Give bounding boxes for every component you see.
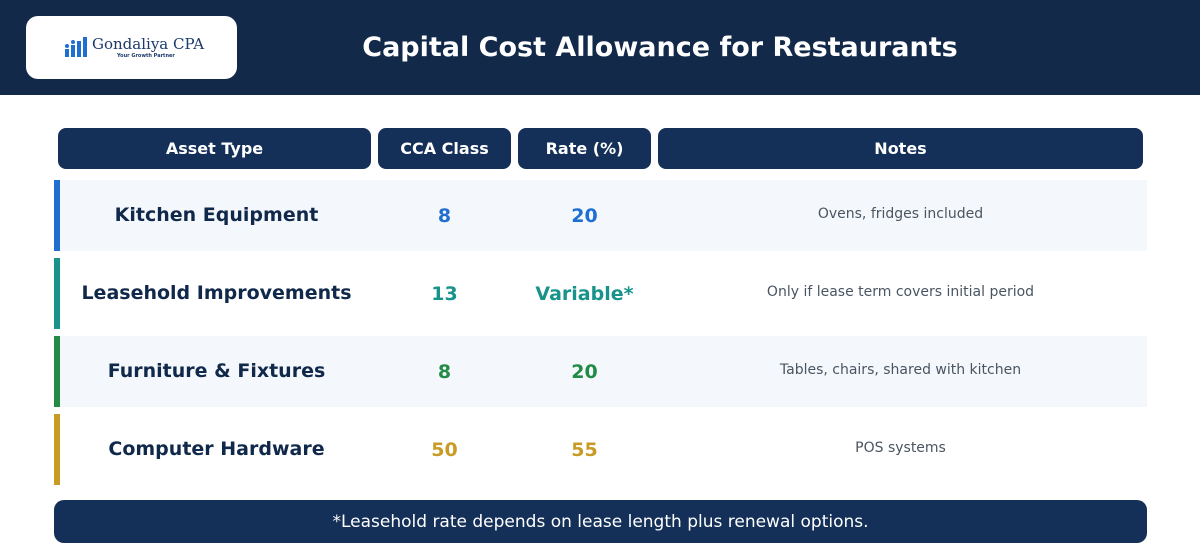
header-banner: Gondaliya CPA Your Growth Partner Capita…: [0, 0, 1200, 95]
notes-cell: Tables, chairs, shared with kitchen: [779, 361, 1022, 378]
row-accent-bar: [54, 336, 60, 407]
table-row-kitchen-equipment: Kitchen Equipment 8 20 Ovens, fridges in…: [54, 180, 1147, 251]
cca-class-cell: 8: [437, 360, 452, 383]
cca-class-cell: 13: [431, 282, 458, 305]
logo-name: Gondaliya CPA: [92, 35, 205, 53]
column-header-cca-class: CCA Class: [378, 128, 511, 169]
rate-cell: 20: [571, 360, 598, 383]
rate-cell: 55: [571, 438, 598, 461]
notes-cell: Ovens, fridges included: [817, 205, 984, 222]
column-header-notes: Notes: [658, 128, 1143, 169]
row-accent-bar: [54, 414, 60, 485]
asset-type-cell: Leasehold Improvements: [81, 281, 352, 304]
notes-cell: Only if lease term covers initial period: [766, 283, 1035, 300]
cca-class-cell: 8: [437, 204, 452, 227]
rate-cell: Variable*: [535, 282, 634, 305]
table-row-furniture-fixtures: Furniture & Fixtures 8 20 Tables, chairs…: [54, 336, 1147, 407]
asset-type-cell: Computer Hardware: [108, 437, 325, 460]
asset-type-cell: Furniture & Fixtures: [107, 359, 326, 382]
cca-class-cell: 50: [431, 438, 458, 461]
notes-cell: POS systems: [855, 439, 946, 456]
asset-type-cell: Kitchen Equipment: [114, 203, 319, 226]
company-logo: Gondaliya CPA Your Growth Partner: [26, 16, 237, 79]
table-row-computer-hardware: Computer Hardware 50 55 POS systems: [54, 414, 1147, 485]
column-header-rate: Rate (%): [518, 128, 651, 169]
table-row-leasehold-improvements: Leasehold Improvements 13 Variable* Only…: [54, 258, 1147, 329]
bar-chart-logo-icon: [65, 37, 87, 57]
row-accent-bar: [54, 180, 60, 251]
rate-cell: 20: [571, 204, 598, 227]
column-header-asset-type: Asset Type: [58, 128, 371, 169]
footnote-banner: *Leasehold rate depends on lease length …: [54, 500, 1147, 543]
logo-tagline: Your Growth Partner: [117, 53, 175, 59]
row-accent-bar: [54, 258, 60, 329]
page-title: Capital Cost Allowance for Restaurants: [362, 32, 958, 63]
